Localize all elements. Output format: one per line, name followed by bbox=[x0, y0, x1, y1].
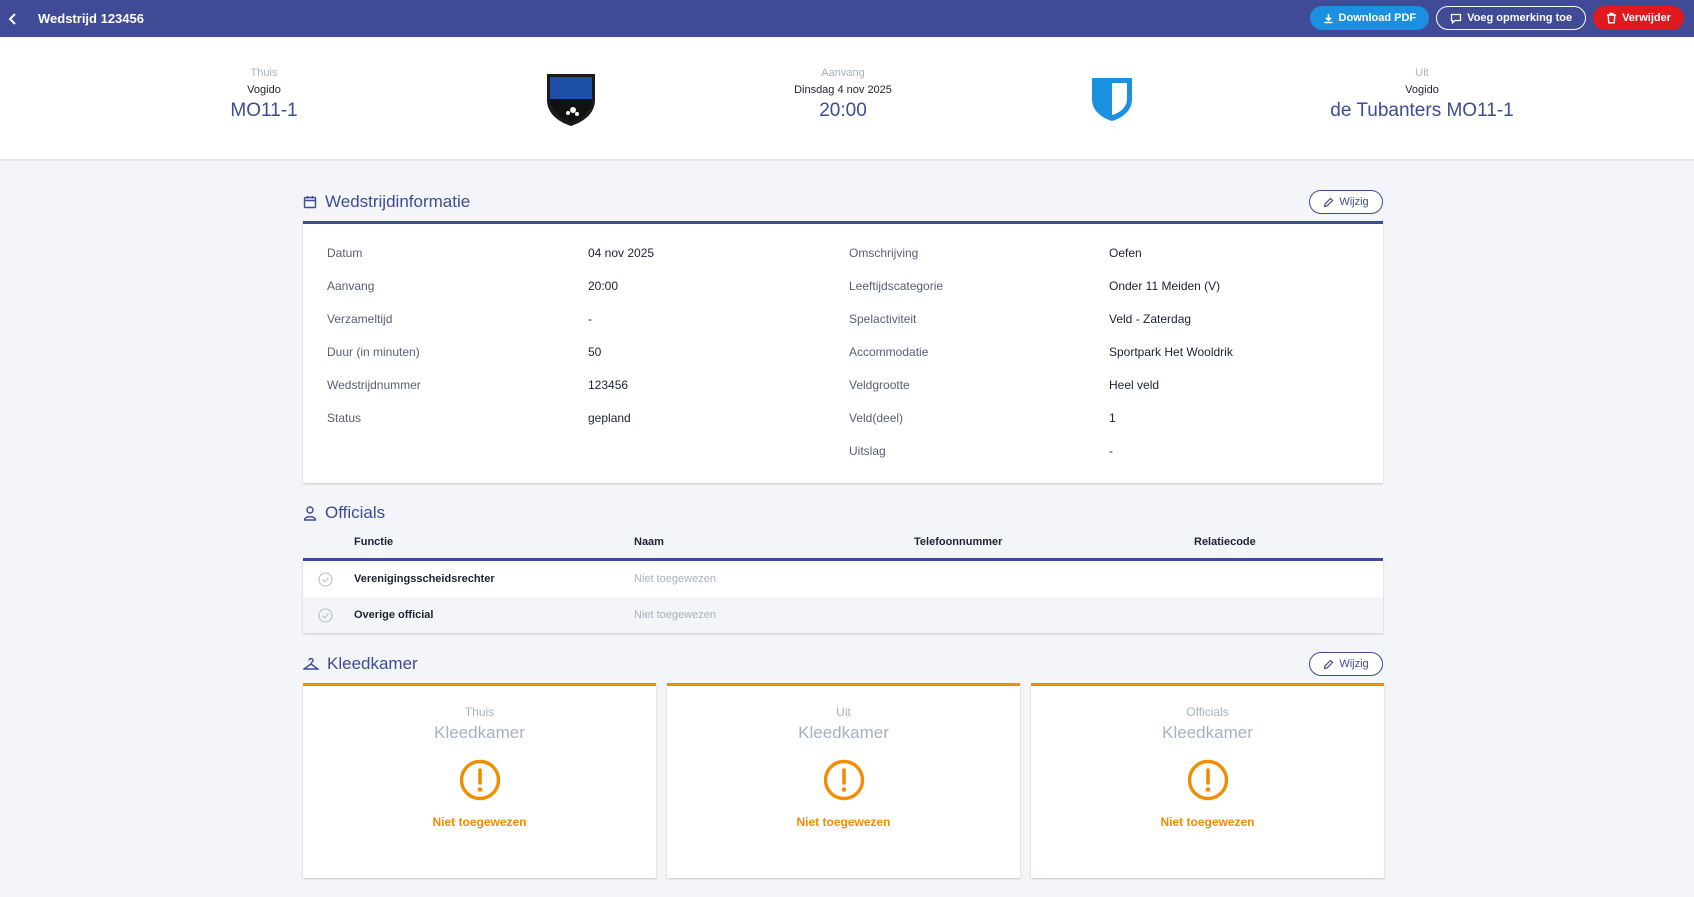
home-team: Thuis Vogido MO11-1 bbox=[104, 67, 424, 122]
dressing-room-card-title: Kleedkamer bbox=[798, 723, 889, 742]
table-row[interactable]: Overige official Niet toegewezen bbox=[303, 597, 1383, 633]
info-label: Wedstrijdnummer bbox=[327, 378, 421, 392]
download-pdf-button[interactable]: Download PDF bbox=[1309, 6, 1430, 30]
home-club-logo bbox=[547, 74, 595, 126]
info-value: - bbox=[588, 312, 592, 326]
info-label: Status bbox=[327, 411, 362, 425]
match-info-card: Datum 04 nov 2025 Aanvang 20:00 Verzameltijd… bbox=[303, 221, 1383, 483]
home-label: Thuis bbox=[250, 67, 278, 79]
trash-icon bbox=[1607, 12, 1617, 24]
dressing-room-card-title: Kleedkamer bbox=[1162, 723, 1253, 742]
officials-table: Verenigingsscheidsrechter Niet toegeweze… bbox=[303, 558, 1383, 633]
officials-col-relation: Relatiecode bbox=[1194, 536, 1256, 548]
info-value: 50 bbox=[588, 345, 602, 359]
check-circle-icon bbox=[318, 608, 333, 623]
info-label: Accommodatie bbox=[849, 345, 929, 359]
match-info-title: Wedstrijdinformatie bbox=[303, 192, 470, 212]
dressing-room-card-label: Uit bbox=[836, 705, 851, 719]
add-remark-label: Voeg opmerking toe bbox=[1467, 12, 1573, 24]
exclamation-circle-icon bbox=[823, 759, 864, 801]
info-label: Leeftijdscategorie bbox=[849, 279, 944, 293]
dressing-room-card-officials: Officials Kleedkamer Niet toegewezen bbox=[1031, 683, 1384, 878]
info-label: Aanvang bbox=[327, 279, 375, 293]
dressing-room-card-home: Thuis Kleedkamer Niet toegewezen bbox=[303, 683, 656, 878]
officials-col-function: Functie bbox=[354, 536, 394, 548]
match-header: Thuis Vogido MO11-1 Aanvang Dinsdag 4 no… bbox=[0, 37, 1694, 161]
dressing-room-card-label: Thuis bbox=[464, 705, 495, 719]
official-function: Verenigingsscheidsrechter bbox=[354, 573, 495, 585]
check-circle-icon bbox=[318, 572, 333, 587]
dressing-room-card-status: Niet toegewezen bbox=[796, 815, 891, 829]
dressing-room-card-status: Niet toegewezen bbox=[1160, 815, 1255, 829]
delete-button[interactable]: Verwijder bbox=[1593, 6, 1684, 30]
info-label: Veldgrootte bbox=[849, 378, 910, 392]
exclamation-circle-icon bbox=[459, 759, 500, 801]
calendar-icon bbox=[303, 196, 317, 209]
info-value: Heel veld bbox=[1109, 378, 1160, 392]
officials-title: Officials bbox=[303, 503, 385, 523]
home-team-name: MO11-1 bbox=[230, 100, 298, 121]
dressing-room-card-title: Kleedkamer bbox=[434, 723, 525, 742]
official-name: Niet toegewezen bbox=[634, 573, 716, 585]
comment-icon bbox=[1451, 13, 1462, 24]
away-label: Uit bbox=[1415, 67, 1429, 79]
info-label: Duur (in minuten) bbox=[327, 345, 420, 359]
officials-col-name: Naam bbox=[634, 536, 664, 548]
table-row[interactable]: Verenigingsscheidsrechter Niet toegeweze… bbox=[303, 561, 1383, 597]
dressing-room-title: Kleedkamer bbox=[303, 654, 418, 674]
top-bar: Wedstrijd 123456 Download PDF Voeg opmer… bbox=[0, 0, 1694, 37]
info-label: Omschrijving bbox=[849, 246, 919, 260]
header-actions: Download PDF Voeg opmerking toe Verwijde… bbox=[1309, 6, 1684, 30]
download-pdf-label: Download PDF bbox=[1338, 12, 1417, 24]
delete-label: Verwijder bbox=[1622, 12, 1671, 24]
info-value: 20:00 bbox=[588, 279, 619, 293]
info-value: Sportpark Het Wooldrik bbox=[1109, 345, 1233, 359]
info-label: Spelactiviteit bbox=[849, 312, 917, 326]
kickoff-label: Aanvang bbox=[821, 67, 865, 79]
person-icon bbox=[303, 505, 317, 521]
hanger-icon bbox=[303, 657, 319, 670]
dressing-room-card-label: Officials bbox=[1186, 705, 1229, 719]
dressing-room-card-away: Uit Kleedkamer Niet toegewezen bbox=[667, 683, 1020, 878]
info-value: 1 bbox=[1109, 411, 1116, 425]
edit-dressing-room-button[interactable]: Wijzig bbox=[1309, 652, 1383, 676]
info-value: - bbox=[1109, 444, 1113, 458]
official-function: Overige official bbox=[354, 609, 434, 621]
info-label: Verzameltijd bbox=[327, 312, 393, 326]
edit-dressing-room-label: Wijzig bbox=[1339, 658, 1369, 670]
officials-col-phone: Telefoonnummer bbox=[914, 536, 1003, 548]
kickoff-date: Dinsdag 4 nov 2025 bbox=[794, 84, 892, 96]
info-value: 123456 bbox=[588, 378, 629, 392]
info-value: Onder 11 Meiden (V) bbox=[1109, 279, 1221, 293]
kickoff-time: 20:00 bbox=[819, 100, 867, 121]
chevron-left-icon bbox=[8, 12, 16, 25]
away-club-logo bbox=[1092, 78, 1132, 121]
dressing-room-card-status: Niet toegewezen bbox=[432, 815, 527, 829]
back-button[interactable] bbox=[0, 0, 26, 37]
exclamation-circle-icon bbox=[1187, 759, 1228, 801]
away-team-name: de Tubanters MO11-1 bbox=[1330, 100, 1514, 121]
official-name: Niet toegewezen bbox=[634, 609, 716, 621]
info-label: Uitslag bbox=[849, 444, 886, 458]
away-club: Vogido bbox=[1405, 84, 1439, 96]
match-info-title-text: Wedstrijdinformatie bbox=[325, 192, 471, 211]
page-title: Wedstrijd 123456 bbox=[38, 11, 144, 26]
pencil-icon bbox=[1324, 197, 1334, 207]
edit-match-info-button[interactable]: Wijzig bbox=[1309, 190, 1383, 214]
kickoff-info: Aanvang Dinsdag 4 nov 2025 20:00 bbox=[683, 67, 1003, 122]
pencil-icon bbox=[1324, 659, 1334, 669]
edit-match-info-label: Wijzig bbox=[1339, 196, 1369, 208]
info-value: gepland bbox=[588, 411, 631, 425]
officials-title-text: Officials bbox=[325, 503, 386, 522]
info-value: Oefen bbox=[1109, 246, 1142, 260]
away-team: Uit Vogido de Tubanters MO11-1 bbox=[1262, 67, 1582, 122]
info-label: Veld(deel) bbox=[849, 411, 904, 425]
info-label: Datum bbox=[327, 246, 363, 260]
info-value: 04 nov 2025 bbox=[588, 246, 655, 260]
home-club: Vogido bbox=[247, 84, 281, 96]
download-icon bbox=[1324, 13, 1333, 23]
dressing-room-title-text: Kleedkamer bbox=[327, 654, 418, 673]
add-remark-button[interactable]: Voeg opmerking toe bbox=[1436, 6, 1587, 30]
info-value: Veld - Zaterdag bbox=[1109, 312, 1192, 326]
